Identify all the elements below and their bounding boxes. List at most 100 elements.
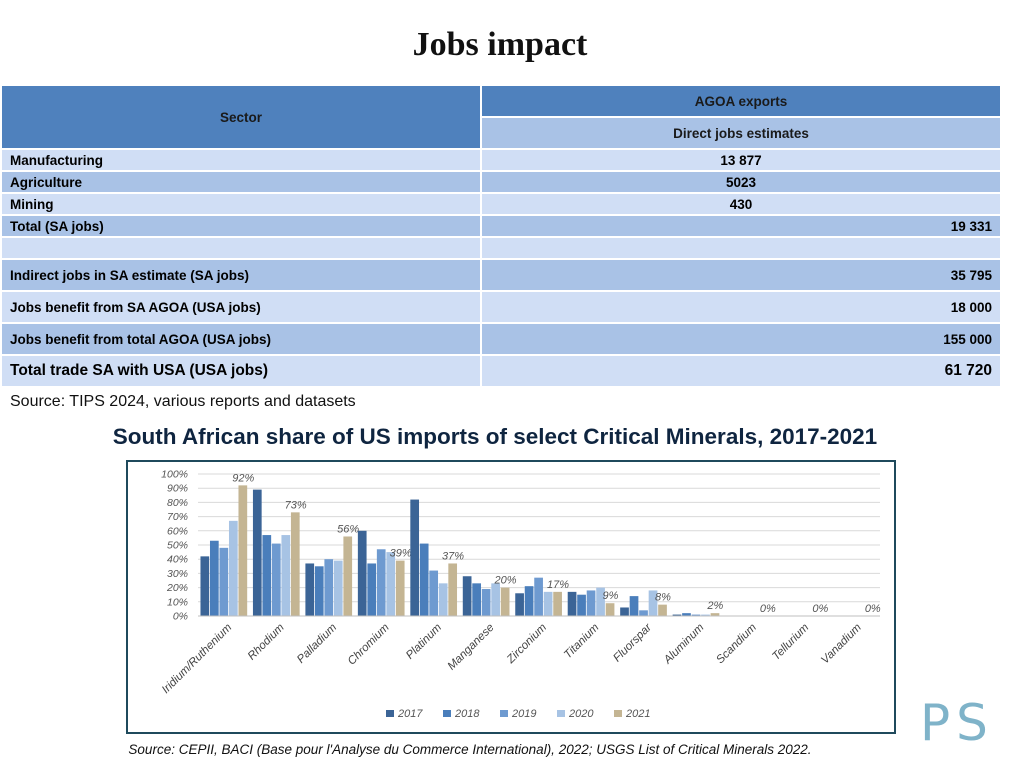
x-tick-label: Zirconium <box>504 621 549 666</box>
bar-2021 <box>658 604 667 616</box>
row-value: 5023 <box>480 170 1002 194</box>
chart-frame: 0% 10% 20% 30% 40% 50% 60% 70% 80% 90% 100% 92% Irid… <box>126 460 896 734</box>
data-label: 56% <box>337 523 359 535</box>
bar-2021 <box>448 563 458 616</box>
bar-2020 <box>596 587 605 616</box>
legend-swatch-2021 <box>614 710 622 717</box>
bar-2020 <box>438 583 448 616</box>
header-sector: Sector <box>0 84 482 150</box>
bar-2019 <box>481 589 491 616</box>
y-tick-label: 30% <box>167 568 188 580</box>
data-label: 20% <box>494 575 517 587</box>
bar-2018 <box>262 535 272 616</box>
legend-label: 2019 <box>511 708 536 720</box>
bar-2019 <box>639 610 648 616</box>
chart-source: Source: CEPII, BACI (Base pour l'Analyse… <box>128 742 812 757</box>
table-row: Manufacturing 13 877 <box>0 148 1002 172</box>
row-label: Total trade SA with USA (USA jobs) <box>0 354 482 388</box>
y-tick-label: 20% <box>166 582 188 594</box>
data-label: 17% <box>547 579 569 591</box>
row-value: 18 000 <box>480 290 1002 324</box>
bar-2019 <box>219 547 229 616</box>
legend-swatch-2017 <box>386 710 394 717</box>
bar-2017 <box>305 563 315 616</box>
legend-label: 2020 <box>568 708 594 720</box>
bar-2021 <box>605 603 615 616</box>
tips-logo: PS <box>920 694 994 752</box>
row-label: Agriculture <box>0 170 482 194</box>
y-tick-label: 100% <box>161 469 188 481</box>
bar-2017 <box>672 614 682 616</box>
legend-label: 2021 <box>625 708 650 720</box>
data-label: 8% <box>655 592 671 604</box>
data-label: 37% <box>442 550 464 562</box>
bar-2021 <box>395 560 405 616</box>
row-value: 155 000 <box>480 322 1002 356</box>
table-row-spacer <box>0 236 1002 260</box>
bar-2021 <box>343 536 353 616</box>
bar-2020 <box>228 520 238 616</box>
table-row: Jobs benefit from total AGOA (USA jobs) … <box>0 322 1002 356</box>
bar-2017 <box>357 530 367 616</box>
bar-2021 <box>290 512 300 616</box>
table-source: Source: TIPS 2024, various reports and d… <box>10 393 356 410</box>
bar-2021 <box>500 587 510 616</box>
data-label: 0% <box>812 603 828 615</box>
row-value: 13 877 <box>480 148 1002 172</box>
legend-swatch-2019 <box>500 710 508 717</box>
data-label: 2% <box>706 600 723 612</box>
y-tick-label: 10% <box>167 596 188 608</box>
x-tick-label: Tellurium <box>770 621 811 662</box>
row-value <box>480 236 1002 260</box>
legend-label: 2017 <box>397 708 423 720</box>
data-label: 9% <box>603 590 619 602</box>
chart-title: South African share of US imports of sel… <box>112 424 878 449</box>
x-tick-label: Vanadium <box>819 621 864 666</box>
y-tick-label: 60% <box>167 525 188 537</box>
legend-swatch-2018 <box>443 710 451 717</box>
bar-2018 <box>629 596 639 616</box>
data-label: 0% <box>760 603 776 615</box>
bar-2018 <box>524 586 534 616</box>
table-row: Total trade SA with USA (USA jobs) 61 72… <box>0 354 1002 388</box>
x-tick-label: Manganese <box>446 622 497 673</box>
bar-2019 <box>376 549 386 616</box>
x-tick-label: Iridium/Ruthenium <box>160 621 235 696</box>
bar-2020 <box>648 590 658 616</box>
legend-swatch-2020 <box>557 710 565 717</box>
x-tick-label: Titanium <box>562 621 602 661</box>
y-tick-label: 80% <box>167 497 188 509</box>
x-tick-label: Fluorspar <box>611 621 655 665</box>
bar-2018 <box>209 540 219 616</box>
bar-2020 <box>543 591 553 616</box>
bar-2017 <box>515 593 524 616</box>
bar-2018 <box>577 594 586 616</box>
data-label: 0% <box>865 603 881 615</box>
row-label: Jobs benefit from total AGOA (USA jobs) <box>0 322 482 356</box>
row-value: 430 <box>480 192 1002 216</box>
bar-2017 <box>620 607 629 616</box>
bar-2017 <box>252 489 262 616</box>
row-label <box>0 236 482 260</box>
row-value: 35 795 <box>480 258 1002 292</box>
table-row: Total (SA jobs) 19 331 <box>0 214 1002 238</box>
y-tick-label: 40% <box>167 554 188 566</box>
row-label: Indirect jobs in SA estimate (SA jobs) <box>0 258 482 292</box>
bar-2017 <box>462 576 472 616</box>
x-tick-label: Aluminum <box>661 621 707 667</box>
header-direct-jobs: Direct jobs estimates <box>480 116 1002 150</box>
bar-2019 <box>324 559 334 616</box>
bar-2019 <box>691 614 701 616</box>
bar-2018 <box>367 563 377 616</box>
bar-2021 <box>710 613 720 616</box>
data-label: 73% <box>285 499 307 511</box>
bar-2017 <box>410 499 420 616</box>
row-value: 61 720 <box>480 354 1002 388</box>
bar-2020 <box>491 583 500 616</box>
page-title: Jobs impact <box>412 26 588 63</box>
row-label: Jobs benefit from SA AGOA (USA jobs) <box>0 290 482 324</box>
data-label: 39% <box>390 548 412 560</box>
row-label: Manufacturing <box>0 148 482 172</box>
x-tick-label: Platinum <box>404 621 444 661</box>
bar-2021 <box>238 485 248 616</box>
